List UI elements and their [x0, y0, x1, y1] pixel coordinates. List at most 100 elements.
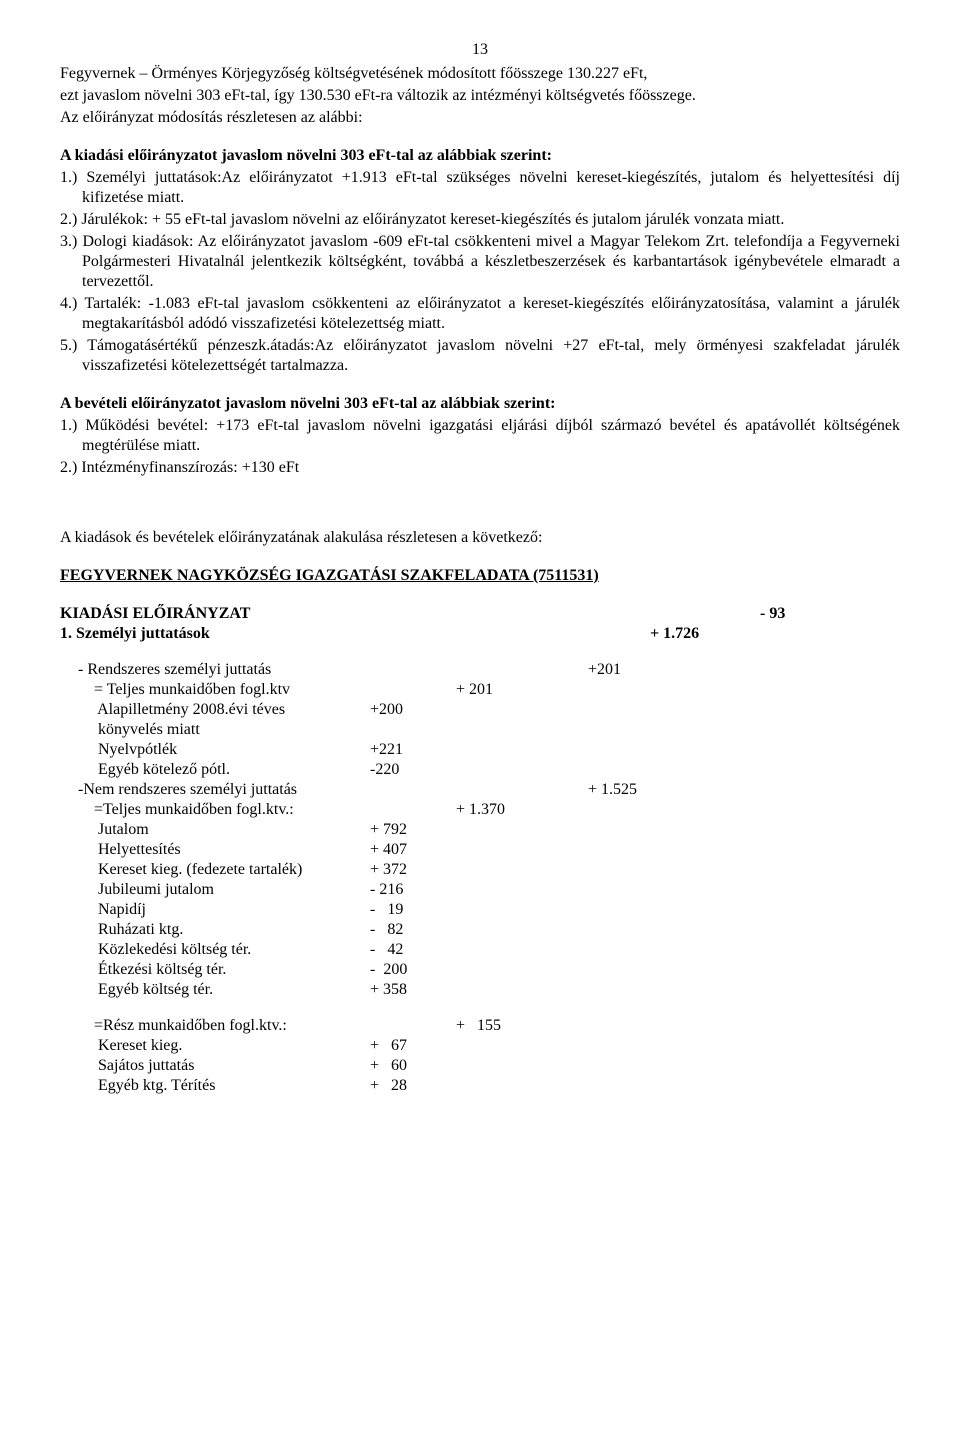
budget-row: =Rész munkaidőben fogl.ktv.:+ 155 — [60, 1016, 900, 1036]
budget-row-v1: - 82 — [370, 920, 440, 940]
budget-row-v1: + 67 — [370, 1036, 440, 1056]
budget-row-label: =Rész munkaidőben fogl.ktv.: — [94, 1016, 386, 1036]
intro-line-1: Fegyvernek – Örményes Körjegyzőség költs… — [60, 64, 900, 84]
budget-row-v2 — [458, 780, 588, 800]
budget-row: Étkezési költség tér.- 200 — [60, 960, 900, 980]
budget-row-v3 — [570, 860, 720, 880]
budget-row-label: Egyéb ktg. Térítés — [94, 1076, 370, 1096]
budget-row-v3 — [570, 1036, 720, 1056]
budget-row: -Nem rendszeres személyi juttatás+ 1.525 — [60, 780, 900, 800]
budget-row: = Teljes munkaidőben fogl.ktv+ 201 — [60, 680, 900, 700]
intro-line-2: ezt javaslom növelni 303 eFt-tal, így 13… — [60, 86, 900, 106]
budget-row-v2 — [440, 940, 570, 960]
budget-row-v1: + 407 — [370, 840, 440, 860]
budget-row: - Rendszeres személyi juttatás +201 — [60, 660, 900, 680]
budget-row-v1: +221 — [370, 740, 440, 760]
list-b-item: 1.) Működési bevétel: +173 eFt-tal javas… — [82, 416, 900, 456]
budget-row-v1: - 42 — [370, 940, 440, 960]
budget-row-v3 — [570, 920, 720, 940]
budget-row-v2 — [440, 980, 570, 1000]
budget-row-v3 — [570, 740, 720, 760]
budget-row-v1 — [386, 680, 456, 700]
budget-row-v3 — [586, 800, 736, 820]
budget-row-v3 — [570, 720, 720, 740]
budget-row-label: Sajátos juttatás — [94, 1056, 370, 1076]
kiadasi-label: KIADÁSI ELŐIRÁNYZAT — [60, 604, 760, 624]
budget-row-v3 — [570, 1056, 720, 1076]
budget-row-v2 — [458, 660, 588, 680]
budget-row-v2 — [440, 860, 570, 880]
list-a-item: 2.) Járulékok: + 55 eFt-tal javaslom növ… — [82, 210, 900, 230]
list-a-item: 5.) Támogatásértékű pénzeszk.átadás:Az e… — [82, 336, 900, 376]
budget-row-label: Egyéb kötelező pótl. — [94, 760, 370, 780]
budget-row-v2 — [440, 920, 570, 940]
budget-row-v2: + 1.370 — [456, 800, 586, 820]
budget-row: könyvelés miatt — [60, 720, 900, 740]
szemelyi-value: + 1.726 — [650, 624, 699, 644]
budget-row-v1 — [386, 1016, 456, 1036]
budget-row-v3 — [570, 840, 720, 860]
budget-row-v3 — [570, 900, 720, 920]
budget-row-v1: -220 — [370, 760, 440, 780]
budget-row: Kereset kieg. (fedezete tartalék)+ 372 — [60, 860, 900, 880]
budget-row-v3: +201 — [588, 660, 738, 680]
budget-row: Napidíj- 19 — [60, 900, 900, 920]
budget-row: Egyéb ktg. Térítés+ 28 — [60, 1076, 900, 1096]
budget-row-label: Ruházati ktg. — [94, 920, 370, 940]
budget-row-v3 — [570, 980, 720, 1000]
budget-row-label: Jubileumi jutalom — [94, 880, 370, 900]
budget-row-v1 — [388, 660, 458, 680]
budget-row-label: Egyéb költség tér. — [94, 980, 370, 1000]
budget-row: Sajátos juttatás+ 60 — [60, 1056, 900, 1076]
budget-row-v1: +200 — [370, 700, 440, 720]
budget-row-v1: - 19 — [370, 900, 440, 920]
budget-row: Jubileumi jutalom- 216 — [60, 880, 900, 900]
budget-row: Helyettesítés+ 407 — [60, 840, 900, 860]
budget-row-v1: - 200 — [370, 960, 440, 980]
budget-row-v2 — [440, 760, 570, 780]
budget-row-v2 — [440, 840, 570, 860]
heading-a: A kiadási előirányzatot javaslom növelni… — [60, 146, 900, 166]
szemelyi-row: 1. Személyi juttatások + 1.726 — [60, 624, 900, 644]
budget-row-v1 — [388, 780, 458, 800]
budget-row-v1: + 60 — [370, 1056, 440, 1076]
heading-c: FEGYVERNEK NAGYKÖZSÉG IGAZGATÁSI SZAKFEL… — [60, 566, 900, 586]
budget-row-label: Étkezési költség tér. — [94, 960, 370, 980]
budget-row-v2 — [440, 740, 570, 760]
budget-row: Nyelvpótlék+221 — [60, 740, 900, 760]
list-a-item: 4.) Tartalék: -1.083 eFt-tal javaslom cs… — [82, 294, 900, 334]
budget-row-label: Kereset kieg. — [94, 1036, 370, 1056]
budget-row-v2 — [440, 1076, 570, 1096]
budget-row-label: Alapilletmény 2008.évi téves — [94, 700, 370, 720]
budget-row: Egyéb kötelező pótl.-220 — [60, 760, 900, 780]
budget-row: Jutalom+ 792 — [60, 820, 900, 840]
page-number: 13 — [60, 40, 900, 60]
budget-row-v3 — [570, 1076, 720, 1096]
budget-row: Kereset kieg.+ 67 — [60, 1036, 900, 1056]
budget-row-v2 — [440, 960, 570, 980]
budget-row-label: -Nem rendszeres személyi juttatás — [78, 780, 388, 800]
budget-row: Alapilletmény 2008.évi téves+200 — [60, 700, 900, 720]
budget-row-v1: + 792 — [370, 820, 440, 840]
budget-row-v2 — [440, 700, 570, 720]
budget-row-v3 — [570, 880, 720, 900]
budget-row: Egyéb költség tér.+ 358 — [60, 980, 900, 1000]
budget-row-v2 — [440, 1056, 570, 1076]
budget-row-v2 — [440, 1036, 570, 1056]
intro-line-3: Az előirányzat módosítás részletesen az … — [60, 108, 900, 128]
budget-row-label: - Rendszeres személyi juttatás — [78, 660, 388, 680]
budget-row-label: Helyettesítés — [94, 840, 370, 860]
budget-row: =Teljes munkaidőben fogl.ktv.:+ 1.370 — [60, 800, 900, 820]
budget-row-v3 — [570, 940, 720, 960]
budget-row-label: = Teljes munkaidőben fogl.ktv — [94, 680, 386, 700]
list-a-item: 1.) Személyi juttatások:Az előirányzatot… — [82, 168, 900, 208]
budget-row-v2 — [440, 720, 570, 740]
kiadasi-value: - 93 — [760, 604, 785, 624]
budget-row-label: Közlekedési költség tér. — [94, 940, 370, 960]
budget-row-v2 — [440, 880, 570, 900]
budget-row-v1 — [386, 800, 456, 820]
budget-row-v3 — [570, 760, 720, 780]
budget-row-v2 — [440, 820, 570, 840]
list-a-item: 3.) Dologi kiadások: Az előirányzatot ja… — [82, 232, 900, 292]
budget-row-v1: + 28 — [370, 1076, 440, 1096]
